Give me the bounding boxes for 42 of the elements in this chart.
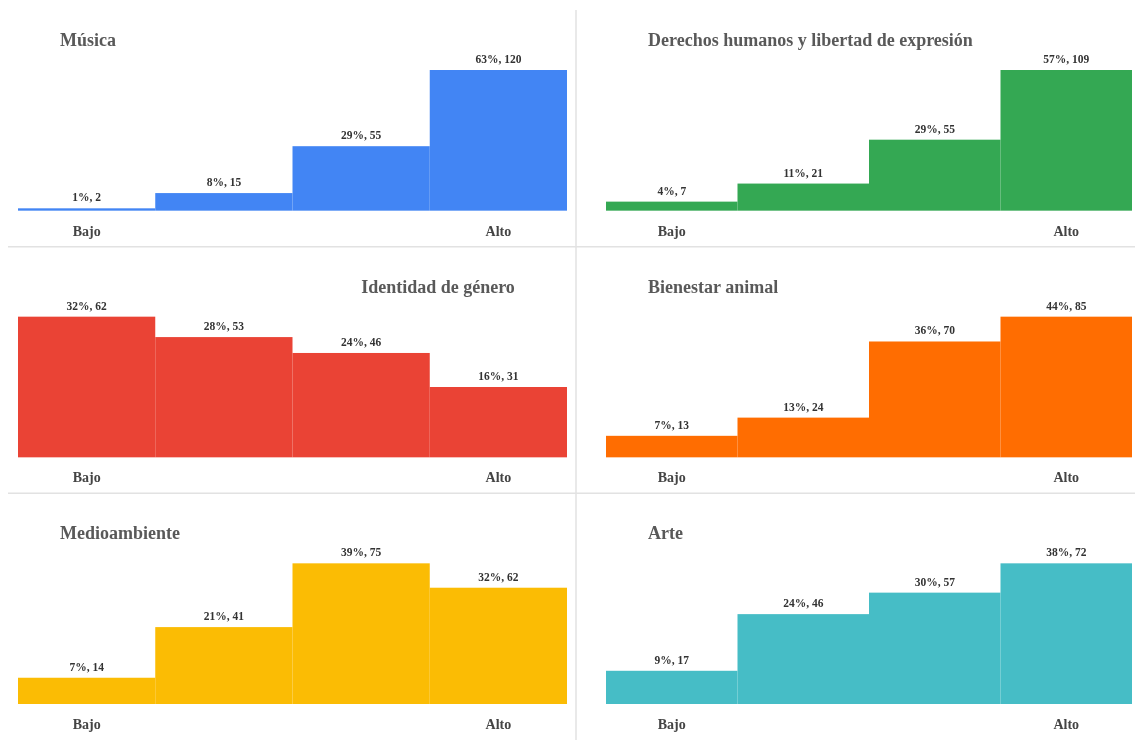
data-label: 21%, 41 <box>203 610 245 623</box>
chart-title: Música <box>60 30 116 50</box>
x-tick-label: Bajo <box>72 717 101 732</box>
x-tick-label: Bajo <box>72 223 101 239</box>
data-label: 39%, 75 <box>341 546 382 559</box>
x-tick-label: Alto <box>1053 717 1080 732</box>
x-tick-label: Bajo <box>657 717 686 732</box>
data-label: 57%, 109 <box>1043 53 1090 65</box>
x-tick-label: Alto <box>485 223 512 239</box>
x-tick-label: Bajo <box>657 223 686 239</box>
data-label: 8%, 15 <box>206 176 242 189</box>
data-label: 9%, 17 <box>654 653 690 666</box>
data-label: 32%, 62 <box>478 570 519 583</box>
data-label: 13%, 24 <box>783 400 824 413</box>
chart-title: Medioambiente <box>60 523 180 544</box>
x-tick-label: Alto <box>485 470 512 486</box>
data-label: 32%, 62 <box>66 299 107 312</box>
data-label: 30%, 57 <box>914 575 956 588</box>
x-tick-label: Bajo <box>72 470 101 486</box>
x-tick-label: Alto <box>1053 223 1080 239</box>
data-label: 1%, 2 <box>72 191 102 204</box>
data-label: 7%, 13 <box>654 418 690 431</box>
chart-title: Derechos humanos y libertad de expresión <box>648 30 973 50</box>
data-label: 63%, 120 <box>475 53 522 65</box>
data-label: 24%, 46 <box>341 335 382 348</box>
x-tick-label: Alto <box>485 717 512 732</box>
data-label: 4%, 7 <box>657 184 687 197</box>
x-tick-label: Alto <box>1053 470 1080 486</box>
data-label: 16%, 31 <box>478 370 519 382</box>
data-label: 28%, 53 <box>203 320 245 333</box>
x-tick-label: Bajo <box>657 470 686 486</box>
data-label: 36%, 70 <box>914 324 956 337</box>
data-label: 29%, 55 <box>914 122 956 135</box>
data-label: 11%, 21 <box>783 166 824 179</box>
data-label: 24%, 46 <box>783 597 824 610</box>
data-label: 38%, 72 <box>1046 546 1087 559</box>
chart-title: Arte <box>648 523 683 544</box>
data-label: 7%, 14 <box>69 660 105 673</box>
data-label: 44%, 85 <box>1046 299 1087 312</box>
data-label: 29%, 55 <box>341 129 382 142</box>
chart-title: Identidad de género <box>361 276 515 297</box>
chart-title: Bienestar animal <box>648 276 779 297</box>
